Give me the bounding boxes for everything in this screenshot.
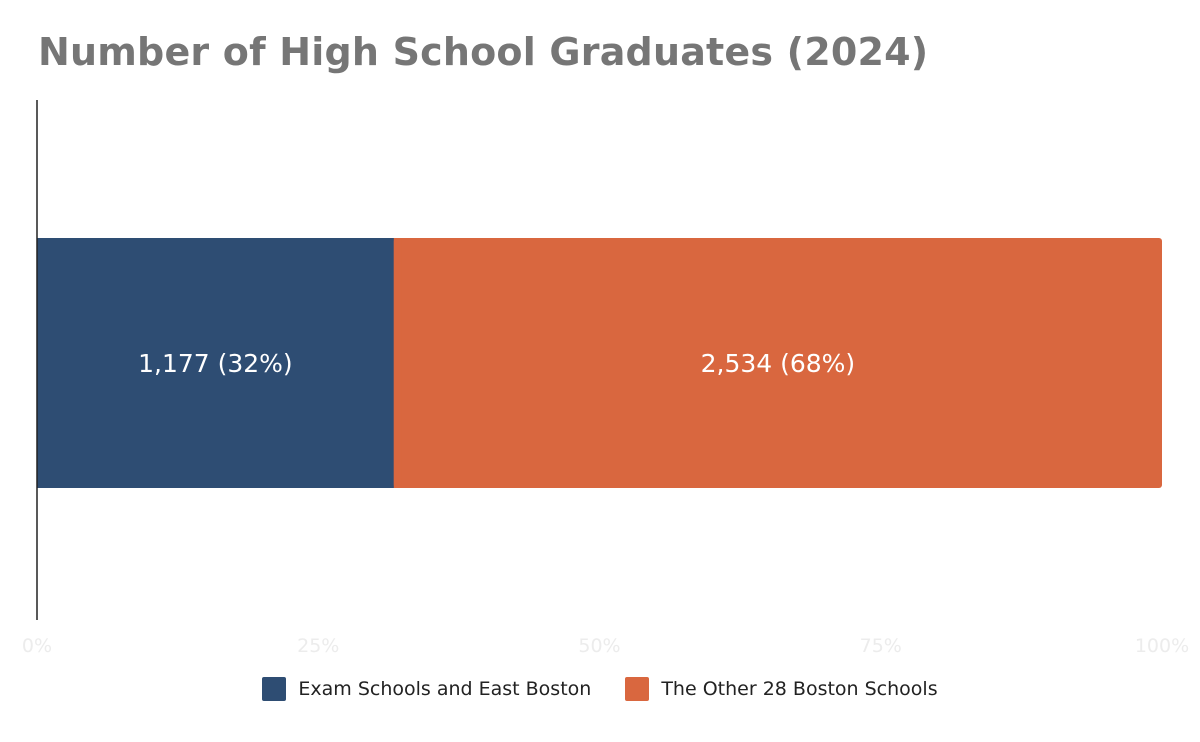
legend-item-other-schools[interactable]: The Other 28 Boston Schools [625,677,938,701]
legend-label-other-schools: The Other 28 Boston Schools [661,678,938,700]
legend-item-exam-schools[interactable]: Exam Schools and East Boston [262,677,591,701]
x-tick-label-0: 0% [22,635,52,657]
data-label-1: 2,534 (68%) [701,349,856,378]
legend-swatch-exam-schools [262,677,287,701]
legend-swatch-other-schools [625,677,650,701]
legend-label-exam-schools: Exam Schools and East Boston [298,678,592,700]
x-tick-label-1: 25% [297,635,339,657]
bar-segment-1-edge [393,238,402,488]
chart-title: Number of High School Graduates (2024) [38,30,929,74]
bar-segment-1[interactable] [393,238,1163,488]
x-tick-label-4: 100% [1135,635,1189,657]
data-label-0: 1,177 (32%) [138,349,293,378]
x-tick-label-3: 75% [860,635,902,657]
bar-segment-0[interactable] [37,238,395,488]
x-tick-label-2: 50% [578,635,620,657]
chart-legend: Exam Schools and East Boston The Other 2… [0,677,1200,701]
